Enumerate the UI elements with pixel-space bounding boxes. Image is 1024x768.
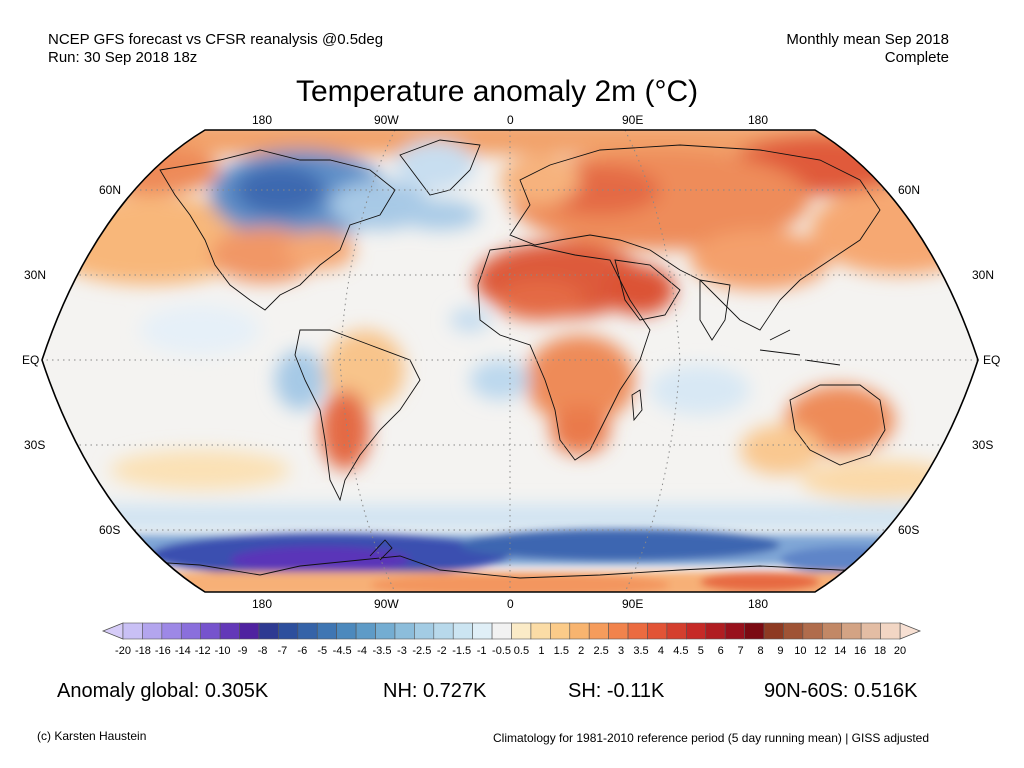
colorbar-tick-label: -14 [174, 645, 191, 657]
colorbar-tick-label: -12 [194, 645, 211, 657]
map-title: Temperature anomaly 2m (°C) [296, 75, 699, 108]
colorbar-tick-label: -4 [357, 645, 367, 657]
colorbar-tick-label: 5 [697, 645, 704, 657]
colorbar-tick-label: -3.5 [372, 645, 392, 657]
stat-sh-anomaly: SH: -0.11K [568, 680, 665, 702]
header-period: Monthly mean Sep 2018 [786, 31, 949, 48]
colorbar-tick-label: 18 [873, 645, 887, 657]
footer-climatology: Climatology for 1981-2010 reference peri… [493, 731, 930, 745]
colorbar-tick-label: -6 [297, 645, 308, 657]
lon-label-top-90w: 90W [374, 113, 399, 127]
lat-label-right-30s: 30S [972, 438, 994, 452]
lat-label-right-60n: 60N [898, 183, 921, 197]
colorbar-tick-label: 14 [834, 645, 847, 657]
colorbar-tick-label: 6 [717, 645, 724, 657]
colorbar-tick-label: 3 [618, 645, 625, 657]
lon-label-bottom-0: 0 [507, 597, 514, 611]
stat-nh-anomaly: NH: 0.727K [383, 680, 487, 702]
colorbar-tick-label: 3.5 [633, 645, 649, 657]
colorbar-tick-label: 1 [538, 645, 545, 657]
colorbar-tick-label: 4.5 [673, 645, 689, 657]
lon-label-top-180w: 180 [252, 113, 273, 127]
lon-label-top-180e: 180 [748, 113, 769, 127]
colorbar-tick-label: -8 [257, 645, 268, 657]
colorbar-tick-label: 10 [794, 645, 807, 657]
lat-label-right-30n: 30N [972, 268, 995, 282]
colorbar-tick-label: -2 [436, 645, 447, 657]
colorbar-tick-label: -20 [115, 645, 131, 657]
colorbar-tick-label: -1.5 [452, 645, 472, 657]
colorbar-tick-label: -4.5 [332, 645, 352, 657]
colorbar-tick-label: -18 [134, 645, 151, 657]
lat-label-left-60s: 60S [99, 523, 121, 537]
colorbar-tick-label: -2.5 [412, 645, 432, 657]
lat-label-left-60n: 60N [99, 183, 122, 197]
colorbar-tick-label: 8 [757, 645, 764, 657]
footer-credit: (c) Karsten Haustein [37, 729, 147, 743]
colorbar-tick-label: -9 [237, 645, 248, 657]
colorbar-tick-label: -10 [214, 645, 231, 657]
stat-polar-anomaly: 90N-60S: 0.516K [764, 680, 918, 702]
colorbar-tick-label: 12 [814, 645, 827, 657]
header-run: Run: 30 Sep 2018 18z [48, 49, 198, 66]
colorbar-tick-label: 20 [893, 645, 907, 657]
colorbar-tick-label: -5 [317, 645, 328, 657]
colorbar-tick-label: 0.5 [513, 645, 530, 657]
colorbar-tick-label: -16 [154, 645, 171, 657]
colorbar-tick-label: 16 [854, 645, 867, 657]
colorbar-tick-label: 2 [578, 645, 585, 657]
lon-label-top-0: 0 [507, 113, 514, 127]
colorbar-tick-label: -1 [476, 645, 487, 657]
lat-label-left-eq: EQ [22, 353, 40, 367]
lat-label-left-30s: 30S [24, 438, 46, 452]
lon-label-top-90e: 90E [622, 113, 644, 127]
colorbar-tick-label: 2.5 [593, 645, 609, 657]
colorbar-tick-label: 9 [777, 645, 784, 657]
colorbar-tick-label: 4 [657, 645, 664, 657]
colorbar-tick-label: -0.5 [492, 645, 512, 657]
lon-label-bottom-90e: 90E [622, 597, 644, 611]
colorbar-tick-label: 1.5 [553, 645, 569, 657]
lon-label-bottom-90w: 90W [374, 597, 399, 611]
colorbar-tick-label: -3 [397, 645, 407, 657]
lon-label-bottom-180w: 180 [252, 597, 273, 611]
stat-global-anomaly: Anomaly global: 0.305K [57, 680, 269, 702]
colorbar-tick-label: 7 [737, 645, 744, 657]
lat-label-left-30n: 30N [24, 268, 47, 282]
lat-label-right-eq: EQ [983, 353, 1001, 367]
lat-label-right-60s: 60S [898, 523, 920, 537]
colorbar-tick-label: -7 [277, 645, 288, 657]
lon-label-bottom-180e: 180 [748, 597, 769, 611]
header-status: Complete [884, 49, 949, 66]
header-source: NCEP GFS forecast vs CFSR reanalysis @0.… [48, 31, 384, 48]
